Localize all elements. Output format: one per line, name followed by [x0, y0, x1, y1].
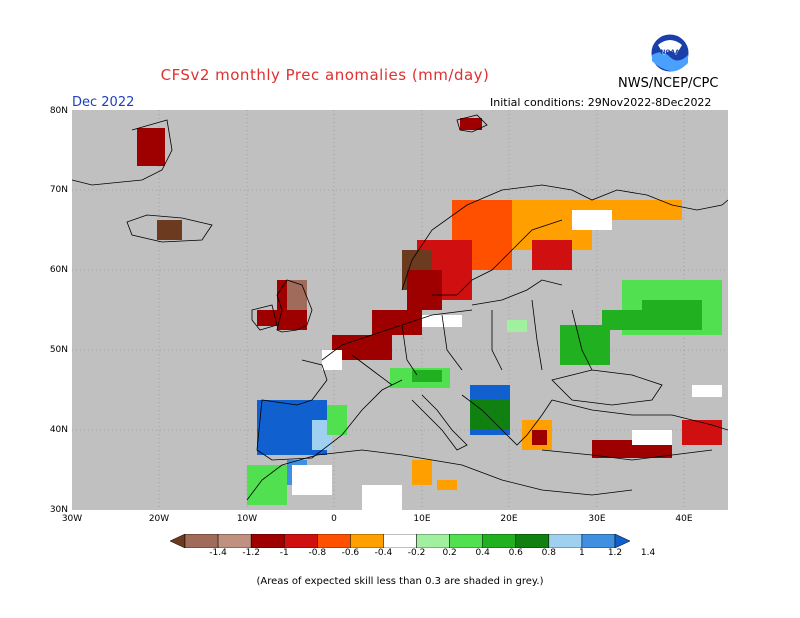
- colorbar-label: -0.8: [308, 548, 327, 558]
- colorbar-arrow-right: [614, 534, 630, 548]
- lat-label-80n: 80N: [49, 106, 68, 116]
- colorbar: [170, 534, 630, 548]
- colorbar-segment: [416, 534, 450, 548]
- lon-label-10w: 10W: [236, 514, 258, 524]
- colorbar-segment: [217, 534, 252, 548]
- colorbar-label: -1.4: [209, 548, 227, 558]
- lon-label-30e: 30E: [588, 514, 606, 524]
- initial-conditions-label: Initial conditions: 29Nov2022-8Dec2022: [490, 96, 712, 109]
- colorbar-label: -1: [279, 548, 289, 558]
- lat-label-50n: 50N: [49, 345, 68, 355]
- agency-label: NWS/NCEP/CPC: [618, 76, 719, 91]
- colorbar-segment: [482, 534, 517, 548]
- colorbar-arrow-left: [170, 534, 186, 548]
- colorbar-label: -0.2: [407, 548, 426, 558]
- colorbar-label: 0.4: [475, 548, 490, 558]
- lat-label-30n: 30N: [49, 505, 68, 515]
- colorbar-segment: [449, 534, 483, 548]
- noaa-logo-icon: NOAA: [650, 33, 690, 73]
- colorbar-segment: [184, 534, 219, 548]
- colorbar-segment: [581, 534, 616, 548]
- lon-label-10e: 10E: [413, 514, 431, 524]
- coastlines: [72, 114, 728, 501]
- colorbar-label: -1.2: [242, 548, 260, 558]
- colorbar-label: 0.2: [442, 548, 457, 558]
- lon-label-0: 0: [331, 514, 337, 524]
- colorbar-label: -0.6: [341, 548, 360, 558]
- anomaly-patches: [137, 118, 722, 510]
- colorbar-label: 1.4: [640, 548, 656, 558]
- colorbar-segment: [283, 534, 318, 548]
- map-title: CFSv2 monthly Prec anomalies (mm/day): [160, 66, 490, 84]
- lat-label-60n: 60N: [49, 265, 68, 275]
- lon-label-30w: 30W: [61, 514, 83, 524]
- lon-label-40e: 40E: [675, 514, 693, 524]
- colorbar-label: 0.8: [541, 548, 556, 558]
- colorbar-label: -0.4: [374, 548, 393, 558]
- colorbar-segment: [317, 534, 351, 548]
- anomaly-map: [72, 110, 728, 510]
- colorbar-segment: [250, 534, 285, 548]
- footnote: (Areas of expected skill less than 0.3 a…: [256, 576, 544, 587]
- lon-label-20e: 20E: [500, 514, 518, 524]
- colorbar-segment: [548, 534, 583, 548]
- month-label: Dec 2022: [72, 95, 135, 110]
- colorbar-segment: [515, 534, 550, 548]
- colorbar-segment: [350, 534, 384, 548]
- colorbar-label: 0.6: [508, 548, 523, 558]
- colorbar-label: 1.2: [607, 548, 623, 558]
- lat-label-70n: 70N: [49, 185, 68, 195]
- colorbar-segment: [383, 534, 417, 548]
- lon-label-20w: 20W: [148, 514, 170, 524]
- lat-label-40n: 40N: [49, 425, 68, 435]
- colorbar-label: 1: [579, 548, 585, 558]
- svg-text:NOAA: NOAA: [660, 49, 680, 56]
